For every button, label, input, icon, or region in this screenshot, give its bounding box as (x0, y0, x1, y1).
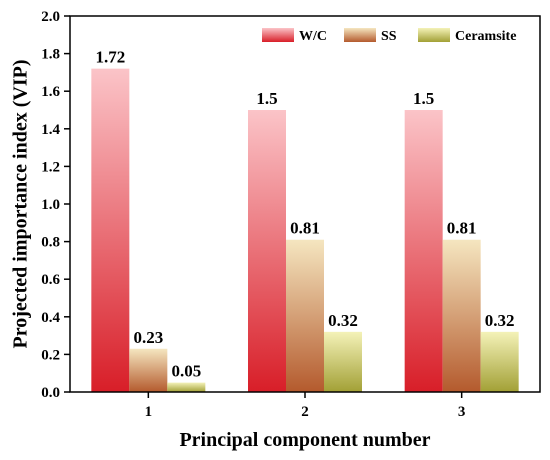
bar-ceramsite-1 (167, 382, 206, 392)
x-tick-label: 1 (145, 404, 153, 420)
bar-ss-2 (286, 239, 324, 392)
bar-ceramsite-2 (324, 331, 362, 392)
legend-swatch-ceramsite (418, 28, 450, 42)
bar-w-c-1 (91, 68, 130, 392)
y-tick-label: 1.0 (41, 197, 60, 213)
x-axis-title: Principal component number (179, 429, 430, 451)
legend-swatch-ss (344, 28, 376, 42)
y-tick-label: 1.2 (41, 159, 60, 175)
x-tick-label: 3 (458, 404, 466, 420)
y-tick-label: 0.6 (41, 272, 60, 288)
legend-label: SS (381, 29, 397, 44)
y-axis-title: Projected importance index (VIP) (10, 59, 32, 348)
legend-swatch-w-c (262, 28, 294, 42)
y-tick-label: 2.0 (41, 9, 60, 25)
legend-label: Ceramsite (455, 29, 516, 44)
bar-ceramsite-3 (480, 331, 519, 392)
y-tick-label: 1.6 (41, 84, 60, 100)
x-tick-label: 2 (301, 404, 309, 420)
legend-label: W/C (299, 29, 327, 44)
bar-w-c-2 (248, 110, 286, 392)
bars-layer (91, 68, 519, 392)
data-label: 0.32 (485, 311, 515, 330)
data-label: 1.5 (256, 89, 277, 108)
data-label: 1.72 (95, 48, 125, 67)
y-axis: 0.0 0.2 0.4 0.6 0.8 1.0 1.2 1.4 1.6 1.8 2.0 (41, 9, 70, 401)
data-label: 0.23 (133, 328, 163, 347)
y-tick-label: 1.8 (41, 47, 60, 63)
y-tick-label: 0.2 (41, 347, 60, 363)
data-label: 0.81 (290, 219, 320, 238)
data-label: 0.05 (171, 362, 201, 381)
bar-ss-1 (129, 348, 168, 392)
y-tick-label: 1.4 (41, 122, 60, 138)
bar-ss-3 (442, 239, 481, 392)
legend: W/C SS Ceramsite (262, 28, 516, 44)
data-label: 0.81 (447, 219, 477, 238)
x-axis: 1 2 3 (145, 392, 466, 420)
y-tick-label: 0.0 (41, 385, 60, 401)
bar-w-c-3 (404, 110, 443, 392)
data-labels-layer: 1.72 0.23 0.05 1.5 0.81 0.32 1.5 0.81 0.32 (95, 48, 514, 381)
data-label: 0.32 (328, 311, 358, 330)
y-tick-label: 0.8 (41, 235, 60, 251)
data-label: 1.5 (413, 89, 434, 108)
y-tick-label: 0.4 (41, 310, 60, 326)
